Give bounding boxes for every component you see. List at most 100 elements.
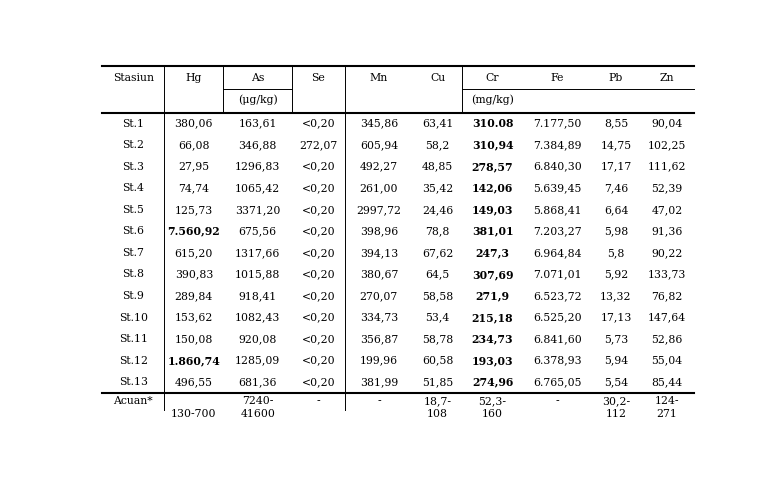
Text: 1.860,74: 1.860,74 [168, 355, 220, 366]
Text: 160: 160 [482, 409, 503, 419]
Text: 1065,42: 1065,42 [235, 183, 280, 193]
Text: <0,20: <0,20 [302, 227, 335, 236]
Text: 5,98: 5,98 [604, 227, 628, 236]
Text: 133,73: 133,73 [648, 270, 686, 279]
Text: 124-: 124- [655, 396, 679, 406]
Text: 5,73: 5,73 [604, 334, 628, 344]
Text: 271,9: 271,9 [476, 290, 510, 302]
Text: 52,3-: 52,3- [479, 396, 507, 406]
Text: St.4: St.4 [122, 183, 144, 193]
Text: <0,20: <0,20 [302, 270, 335, 279]
Text: 78,8: 78,8 [425, 227, 450, 236]
Text: 53,4: 53,4 [425, 313, 450, 322]
Text: (μg/kg): (μg/kg) [238, 95, 278, 106]
Text: 5.639,45: 5.639,45 [533, 183, 581, 193]
Text: -: - [377, 396, 381, 406]
Text: <0,20: <0,20 [302, 183, 335, 193]
Text: 142,06: 142,06 [472, 183, 513, 194]
Text: <0,20: <0,20 [302, 356, 335, 365]
Text: St.7: St.7 [122, 248, 144, 258]
Text: 920,08: 920,08 [238, 334, 277, 344]
Text: 112: 112 [605, 409, 626, 419]
Text: 605,94: 605,94 [360, 140, 398, 150]
Text: 6.378,93: 6.378,93 [533, 356, 581, 365]
Text: <0,20: <0,20 [302, 291, 335, 301]
Text: 380,06: 380,06 [175, 119, 213, 129]
Text: -: - [556, 396, 559, 406]
Text: 90,22: 90,22 [651, 248, 683, 258]
Text: 41600: 41600 [241, 409, 275, 419]
Text: As: As [251, 73, 265, 83]
Text: 7.177,50: 7.177,50 [533, 119, 581, 129]
Text: 64,5: 64,5 [425, 270, 450, 279]
Text: 52,39: 52,39 [651, 183, 683, 193]
Text: 334,73: 334,73 [360, 313, 398, 322]
Text: 261,00: 261,00 [359, 183, 398, 193]
Text: Se: Se [312, 73, 325, 83]
Text: 289,84: 289,84 [175, 291, 213, 301]
Text: 307,69: 307,69 [472, 269, 514, 280]
Text: 6.525,20: 6.525,20 [533, 313, 581, 322]
Text: 390,83: 390,83 [175, 270, 213, 279]
Text: -: - [317, 396, 320, 406]
Text: Mn: Mn [369, 73, 388, 83]
Text: <0,20: <0,20 [302, 334, 335, 344]
Text: St.12: St.12 [119, 356, 147, 365]
Text: 13,32: 13,32 [600, 291, 632, 301]
Text: 7.560,92: 7.560,92 [168, 226, 220, 237]
Text: 60,58: 60,58 [422, 356, 453, 365]
Text: 5,8: 5,8 [608, 248, 625, 258]
Text: 310,94: 310,94 [472, 140, 514, 151]
Text: 270,07: 270,07 [360, 291, 398, 301]
Text: 918,41: 918,41 [238, 291, 277, 301]
Text: 394,13: 394,13 [360, 248, 398, 258]
Text: 153,62: 153,62 [175, 313, 213, 322]
Text: 163,61: 163,61 [238, 119, 277, 129]
Text: 147,64: 147,64 [648, 313, 686, 322]
Text: 1296,83: 1296,83 [235, 162, 280, 172]
Text: Stasiun: Stasiun [113, 73, 154, 83]
Text: 6,64: 6,64 [604, 205, 628, 215]
Text: 278,57: 278,57 [472, 161, 514, 172]
Text: 215,18: 215,18 [472, 312, 514, 323]
Text: 5.868,41: 5.868,41 [533, 205, 581, 215]
Text: 47,02: 47,02 [651, 205, 683, 215]
Text: 1082,43: 1082,43 [235, 313, 280, 322]
Text: Pb: Pb [608, 73, 623, 83]
Text: <0,20: <0,20 [302, 313, 335, 322]
Text: 310.08: 310.08 [472, 118, 514, 129]
Text: Cr: Cr [486, 73, 499, 83]
Text: 7.071,01: 7.071,01 [533, 270, 581, 279]
Text: 74,74: 74,74 [178, 183, 210, 193]
Text: St.9: St.9 [122, 291, 144, 301]
Text: 1317,66: 1317,66 [235, 248, 280, 258]
Text: <0,20: <0,20 [302, 162, 335, 172]
Text: 52,86: 52,86 [651, 334, 683, 344]
Text: 111,62: 111,62 [648, 162, 686, 172]
Text: 496,55: 496,55 [175, 377, 213, 387]
Text: Fe: Fe [550, 73, 564, 83]
Text: 7,46: 7,46 [604, 183, 628, 193]
Text: 6.964,84: 6.964,84 [533, 248, 581, 258]
Text: 234,73: 234,73 [472, 333, 514, 345]
Text: 6.765,05: 6.765,05 [533, 377, 581, 387]
Text: 398,96: 398,96 [360, 227, 398, 236]
Text: 6.523,72: 6.523,72 [533, 291, 581, 301]
Text: Zn: Zn [660, 73, 674, 83]
Text: 492,27: 492,27 [360, 162, 398, 172]
Text: 1015,88: 1015,88 [235, 270, 280, 279]
Text: 615,20: 615,20 [175, 248, 213, 258]
Text: 3371,20: 3371,20 [235, 205, 280, 215]
Text: 102,25: 102,25 [648, 140, 686, 150]
Text: 55,04: 55,04 [652, 356, 683, 365]
Text: 14,75: 14,75 [601, 140, 632, 150]
Text: 7.203,27: 7.203,27 [533, 227, 581, 236]
Text: St.10: St.10 [119, 313, 147, 322]
Text: 2997,72: 2997,72 [356, 205, 401, 215]
Text: 675,56: 675,56 [239, 227, 277, 236]
Text: 6.841,60: 6.841,60 [533, 334, 581, 344]
Text: 85,44: 85,44 [652, 377, 683, 387]
Text: 17,13: 17,13 [601, 313, 632, 322]
Text: 63,41: 63,41 [422, 119, 453, 129]
Text: 58,2: 58,2 [425, 140, 450, 150]
